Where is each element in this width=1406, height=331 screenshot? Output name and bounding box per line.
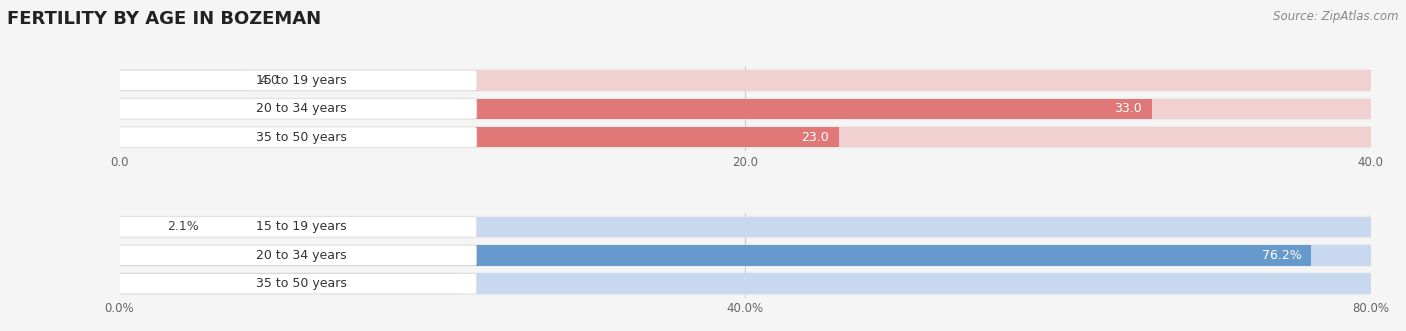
FancyBboxPatch shape (120, 244, 1371, 267)
FancyBboxPatch shape (112, 273, 477, 294)
FancyBboxPatch shape (120, 272, 1371, 295)
FancyBboxPatch shape (120, 69, 1371, 92)
FancyBboxPatch shape (112, 127, 477, 147)
Text: 15 to 19 years: 15 to 19 years (256, 220, 346, 233)
FancyBboxPatch shape (112, 70, 477, 91)
Bar (120, 217, 152, 237)
Text: 20 to 34 years: 20 to 34 years (256, 102, 346, 115)
Bar (120, 245, 1312, 265)
FancyBboxPatch shape (112, 99, 477, 119)
Text: 20 to 34 years: 20 to 34 years (256, 249, 346, 262)
Bar (120, 273, 1371, 294)
FancyBboxPatch shape (112, 245, 477, 265)
FancyBboxPatch shape (120, 97, 1371, 120)
Text: 21.7%: 21.7% (409, 277, 449, 290)
Text: Source: ZipAtlas.com: Source: ZipAtlas.com (1274, 10, 1399, 23)
Bar (120, 99, 1152, 119)
Bar (120, 127, 839, 147)
Bar (120, 70, 1371, 91)
Bar (120, 245, 1371, 265)
Text: 23.0: 23.0 (801, 131, 830, 144)
FancyBboxPatch shape (120, 126, 1371, 149)
Text: 35 to 50 years: 35 to 50 years (256, 131, 346, 144)
Text: 76.2%: 76.2% (1261, 249, 1302, 262)
FancyBboxPatch shape (112, 217, 477, 237)
Text: 15 to 19 years: 15 to 19 years (256, 74, 346, 87)
Bar (120, 70, 245, 91)
Bar (120, 217, 1371, 237)
Text: 4.0: 4.0 (260, 74, 280, 87)
Text: 35 to 50 years: 35 to 50 years (256, 277, 346, 290)
FancyBboxPatch shape (120, 215, 1371, 238)
Bar (120, 273, 458, 294)
Bar (120, 127, 1371, 147)
Text: FERTILITY BY AGE IN BOZEMAN: FERTILITY BY AGE IN BOZEMAN (7, 10, 321, 28)
Text: 33.0: 33.0 (1114, 102, 1142, 115)
Bar (120, 99, 1371, 119)
Text: 2.1%: 2.1% (167, 220, 200, 233)
